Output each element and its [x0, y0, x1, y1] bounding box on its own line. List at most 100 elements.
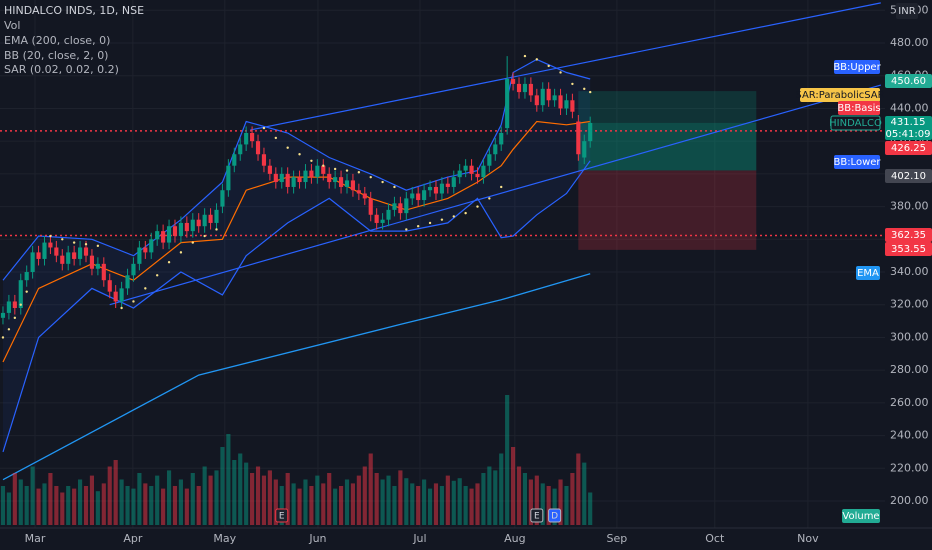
volume-bar: [558, 479, 563, 525]
price-tag: [834, 60, 880, 74]
sar-dot: [72, 241, 76, 244]
candle-body: [36, 252, 41, 259]
volume-bar: [309, 486, 314, 525]
volume-bar: [505, 395, 510, 525]
y-tick-label: 440.00: [890, 101, 929, 114]
candle-body: [315, 165, 320, 178]
y-tick-label: 340.00: [890, 265, 929, 278]
last-price: 431.15: [891, 117, 926, 128]
volume-bar: [220, 447, 225, 525]
price-tag: [885, 141, 932, 155]
volume-bar: [226, 434, 231, 525]
volume-bar: [208, 475, 213, 525]
sar-dot: [25, 290, 28, 293]
volume-bar: [552, 488, 557, 525]
volume-bar: [48, 473, 53, 525]
candle-body: [208, 214, 213, 223]
candle-body: [125, 275, 130, 289]
y-tick-label: 480.00: [890, 36, 929, 49]
candle-body: [119, 288, 124, 302]
price-tag: [830, 115, 881, 131]
candle-body: [78, 247, 83, 259]
candle-body: [137, 247, 142, 264]
y-tick-label: 260.00: [890, 396, 929, 409]
event-label: E: [534, 512, 540, 522]
event-label: E: [279, 512, 285, 522]
sar-dot: [393, 185, 396, 189]
x-tick-label: Apr: [123, 532, 143, 545]
candle-body: [570, 100, 575, 112]
sar-dot: [416, 225, 420, 228]
candle-body: [0, 312, 6, 318]
volume-bar: [143, 483, 148, 525]
x-tick-label: Aug: [504, 532, 525, 545]
volume-bar: [250, 473, 255, 525]
volume-bar: [410, 483, 415, 525]
candle-body: [54, 247, 59, 256]
candle-body: [143, 247, 148, 253]
volume-bar: [166, 470, 172, 525]
event-icon: [530, 508, 544, 523]
candle-body: [309, 170, 314, 178]
price-tag-label: 426.25: [891, 143, 926, 154]
price-tag-label: 353.55: [891, 244, 926, 255]
y-tick-label: 280.00: [890, 363, 929, 376]
bb-fill: [3, 59, 591, 452]
candle-body: [89, 255, 95, 269]
volume-bar: [83, 486, 89, 525]
volume-bar: [303, 479, 308, 525]
candle-body: [505, 79, 510, 129]
sar-dot: [488, 197, 491, 200]
candle-body: [202, 214, 207, 227]
volume-bar: [60, 492, 65, 525]
price-tag: [885, 169, 932, 183]
sar-dot: [523, 54, 527, 58]
candle-body: [344, 180, 350, 187]
volume-bar: [196, 486, 201, 525]
event-label: D: [551, 512, 558, 522]
volume-bar: [66, 486, 71, 525]
volume-bar: [161, 488, 166, 525]
sar-dot: [405, 228, 408, 231]
candle-body: [83, 247, 89, 256]
last-price-tag: [885, 116, 932, 140]
candle-body: [303, 170, 308, 183]
candle-body: [511, 79, 516, 84]
y-tick-label: 300.00: [890, 330, 929, 343]
price-tag-label: BB:Upper: [833, 62, 881, 73]
position-loss: [578, 170, 757, 250]
candle-body: [463, 165, 468, 171]
candle-body: [398, 203, 403, 214]
candle-body: [338, 177, 344, 187]
candle-body: [368, 198, 373, 215]
candle-body: [534, 95, 539, 106]
volume-bar: [344, 479, 350, 525]
volume-bar: [78, 479, 83, 525]
price-tag: [885, 228, 932, 242]
volume-bar: [273, 479, 278, 525]
candle-body: [250, 132, 255, 142]
volume-bar: [356, 475, 361, 525]
sar-dot: [1, 336, 5, 339]
candle-body: [427, 186, 433, 191]
sar-dot: [49, 234, 52, 238]
sar-dot: [452, 215, 455, 218]
volume-bar: [582, 462, 587, 525]
sar-dot: [61, 238, 64, 241]
volume-bar: [469, 488, 474, 525]
volume-bar: [202, 466, 207, 525]
price-tag-label: 402.10: [891, 171, 926, 182]
candle-body: [433, 186, 439, 194]
volume-bar: [481, 473, 486, 525]
volume-bar: [445, 475, 450, 525]
volume-bar: [190, 473, 195, 525]
candle-body: [457, 170, 462, 178]
candle-body: [184, 222, 189, 232]
volume-bar: [244, 462, 249, 525]
candle-body: [297, 177, 302, 183]
volume-bar: [42, 483, 47, 525]
sar-dot: [179, 251, 183, 254]
volume-bar: [570, 473, 575, 525]
candle-body: [161, 231, 166, 243]
